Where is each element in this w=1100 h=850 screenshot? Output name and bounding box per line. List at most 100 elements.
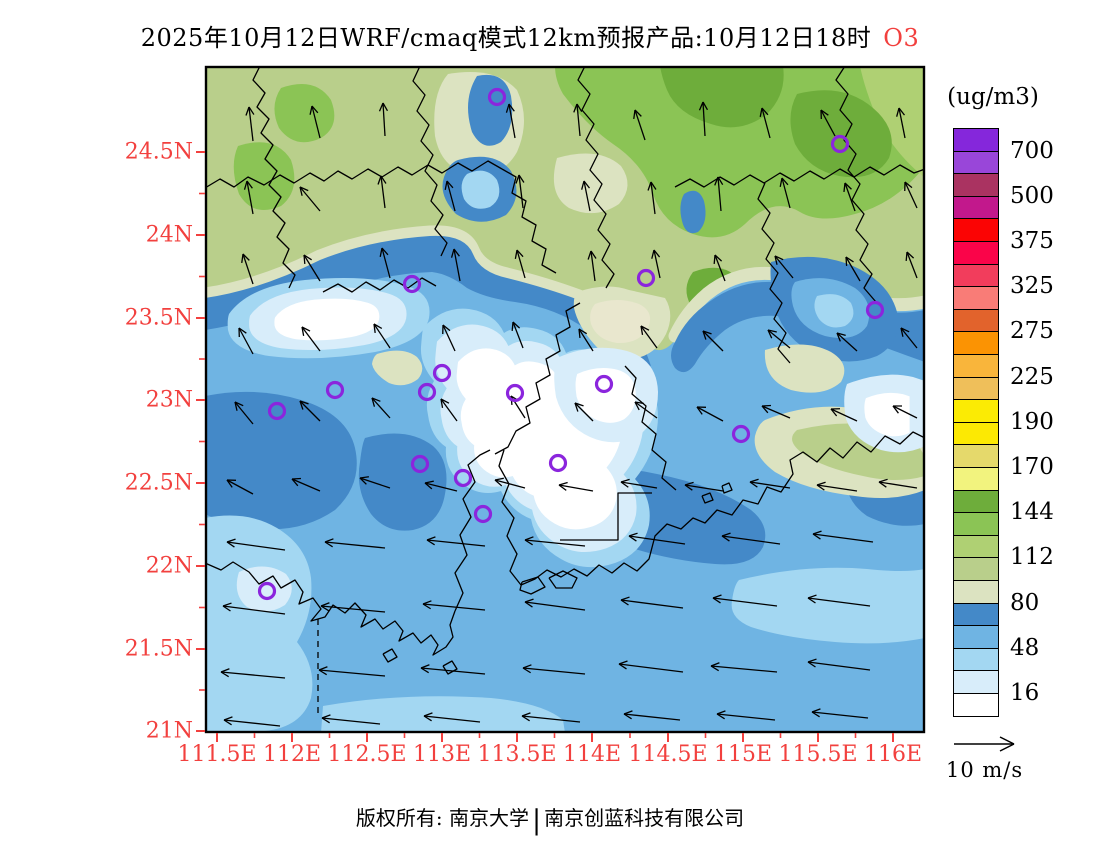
station-marker bbox=[830, 134, 850, 154]
colorbar-cell bbox=[953, 377, 999, 400]
wind-arrow bbox=[444, 180, 456, 212]
map-frame bbox=[204, 65, 926, 734]
contour-region-blue-spot-a bbox=[468, 74, 513, 146]
island-s2 bbox=[382, 648, 398, 663]
colorbar-cell bbox=[953, 218, 999, 242]
contour-region-dark-west-inland bbox=[205, 391, 357, 530]
wind-arrow bbox=[220, 668, 286, 679]
wind-arrow bbox=[900, 327, 918, 349]
lat-label-24.5N: 24.5N bbox=[124, 139, 193, 165]
wind-vector-layer bbox=[220, 101, 918, 727]
footer-divider: | bbox=[532, 805, 542, 836]
colorbar-cell bbox=[953, 264, 999, 287]
colorbar-tick-label-144: 144 bbox=[1010, 499, 1054, 526]
wind-arrow bbox=[309, 105, 321, 139]
frame-layer bbox=[196, 65, 926, 742]
wind-arrow bbox=[377, 175, 387, 209]
wind-arrow bbox=[905, 251, 918, 279]
colorbar-cell bbox=[953, 444, 999, 468]
wind-arrow bbox=[896, 107, 906, 139]
border-10 bbox=[624, 365, 677, 491]
contour-region-beige-tongue-2-core bbox=[590, 300, 651, 344]
wind-arrow bbox=[511, 321, 524, 349]
station-marker bbox=[453, 468, 473, 488]
colorbar-cell bbox=[953, 625, 999, 649]
border-1 bbox=[252, 66, 296, 289]
title-text: 2025年10月12日WRF/cmaq模式12km预报产品:10月12日18时 bbox=[140, 24, 872, 52]
wind-arrow bbox=[779, 177, 791, 209]
wind-arrow bbox=[514, 249, 526, 279]
wind-arrow bbox=[620, 478, 658, 489]
colorbar-tick-label-500: 500 bbox=[1010, 182, 1054, 209]
wind-arrow bbox=[442, 324, 456, 352]
lon-label-111.5E: 111.5E bbox=[177, 742, 257, 767]
colorbar-tick-label-700: 700 bbox=[1010, 137, 1054, 164]
wind-arrow bbox=[226, 538, 286, 551]
wind-arrow bbox=[878, 478, 918, 489]
wind-arrow bbox=[321, 714, 381, 725]
wind-arrow bbox=[424, 480, 458, 492]
colorbar-cell bbox=[953, 309, 999, 332]
lon-label-113E: 113E bbox=[412, 742, 472, 767]
wind-arrow bbox=[712, 594, 778, 607]
lat-label-21.5N: 21.5N bbox=[124, 636, 193, 662]
boundary-layer bbox=[205, 66, 925, 714]
wind-arrow bbox=[303, 254, 321, 282]
station-marker bbox=[257, 581, 277, 601]
species-label: O3 bbox=[883, 24, 920, 52]
wind-arrow bbox=[524, 536, 586, 547]
wind-arrow bbox=[710, 662, 778, 673]
station-marker bbox=[548, 453, 568, 473]
contour-region-blue-blob-east-spot bbox=[814, 294, 854, 328]
wind-arrow bbox=[587, 250, 597, 282]
wind-arrow bbox=[420, 664, 486, 675]
wind-arrow bbox=[628, 532, 686, 545]
wind-arrow bbox=[238, 327, 254, 355]
colorbar-cell bbox=[953, 331, 999, 355]
wind-arrow bbox=[378, 102, 389, 137]
wind-arrow bbox=[558, 481, 594, 492]
lon-label-112.5E: 112.5E bbox=[327, 742, 407, 767]
wind-arrow bbox=[651, 249, 661, 279]
border-8 bbox=[835, 66, 877, 303]
wind-arrow bbox=[574, 402, 594, 422]
lat-label-21N: 21N bbox=[145, 718, 193, 744]
station-marker bbox=[473, 504, 493, 524]
wind-arrow bbox=[222, 602, 286, 615]
colorbar-unit-label: (ug/m3) bbox=[947, 84, 1039, 110]
copyright-company: 南京创蓝科技有限公司 bbox=[544, 806, 745, 830]
wind-arrow bbox=[767, 329, 791, 349]
island-s4 bbox=[721, 482, 733, 494]
island-s3 bbox=[701, 492, 714, 504]
wind-arrow bbox=[581, 180, 591, 212]
wind-arrow bbox=[320, 602, 386, 613]
contour-region-bottom-light bbox=[321, 696, 565, 733]
contour-region-westsea-l2 bbox=[205, 515, 313, 733]
border-2 bbox=[412, 66, 448, 257]
wind-arrow bbox=[521, 712, 581, 723]
lat-label-24N: 24N bbox=[145, 222, 193, 248]
lat-label-22.5N: 22.5N bbox=[124, 470, 193, 496]
wind-arrow bbox=[440, 398, 458, 422]
contour-region-corridor-white bbox=[274, 298, 380, 341]
contour-fill-layer bbox=[205, 66, 925, 733]
lon-label-116E: 116E bbox=[863, 742, 923, 767]
coastline-east bbox=[498, 431, 925, 586]
station-marker bbox=[865, 300, 885, 320]
station-marker bbox=[505, 383, 525, 403]
wind-arrow bbox=[318, 666, 386, 677]
wind-arrow bbox=[359, 476, 391, 489]
colorbar-cell bbox=[953, 354, 999, 378]
forecast-map-svg bbox=[196, 65, 926, 742]
island-hk bbox=[548, 570, 578, 589]
contour-region-pale-north-2 bbox=[553, 153, 628, 214]
wind-arrow bbox=[684, 481, 724, 492]
border-4 bbox=[205, 160, 503, 189]
station-marker bbox=[410, 454, 430, 474]
wind-arrow bbox=[843, 182, 856, 212]
wind-arrow bbox=[450, 248, 461, 282]
wind-arrow bbox=[816, 481, 858, 492]
colorbar-cell bbox=[953, 557, 999, 581]
wind-arrow bbox=[820, 109, 836, 137]
island-lantau bbox=[519, 576, 546, 595]
